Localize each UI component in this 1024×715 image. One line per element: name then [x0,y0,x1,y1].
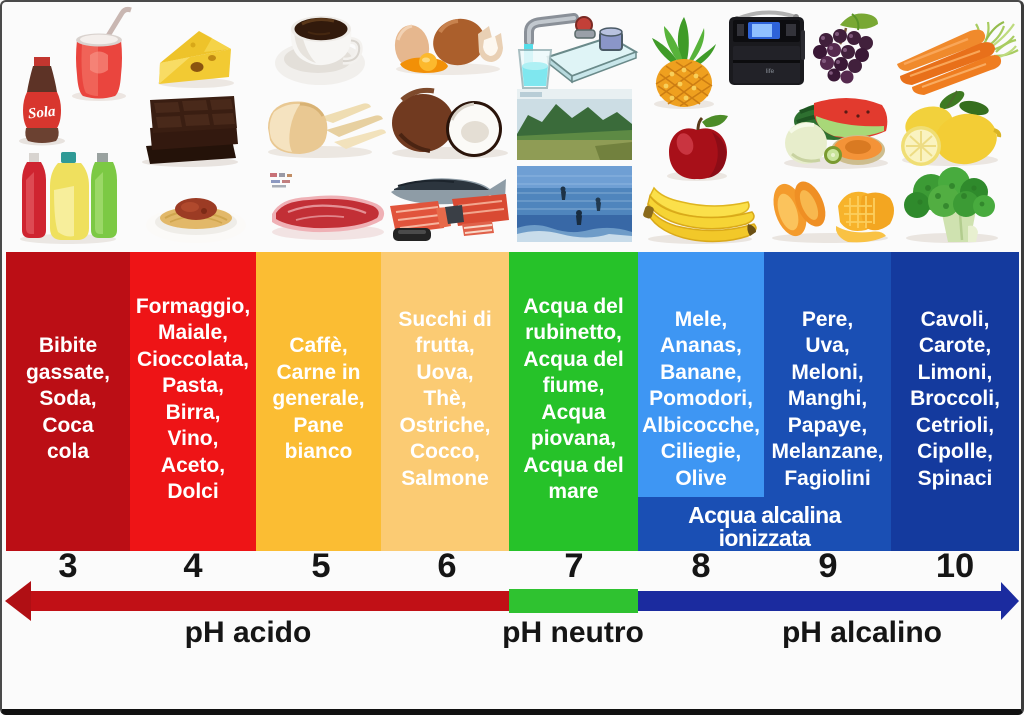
svg-text:Sola: Sola [27,104,57,123]
svg-text:life: life [766,68,775,75]
